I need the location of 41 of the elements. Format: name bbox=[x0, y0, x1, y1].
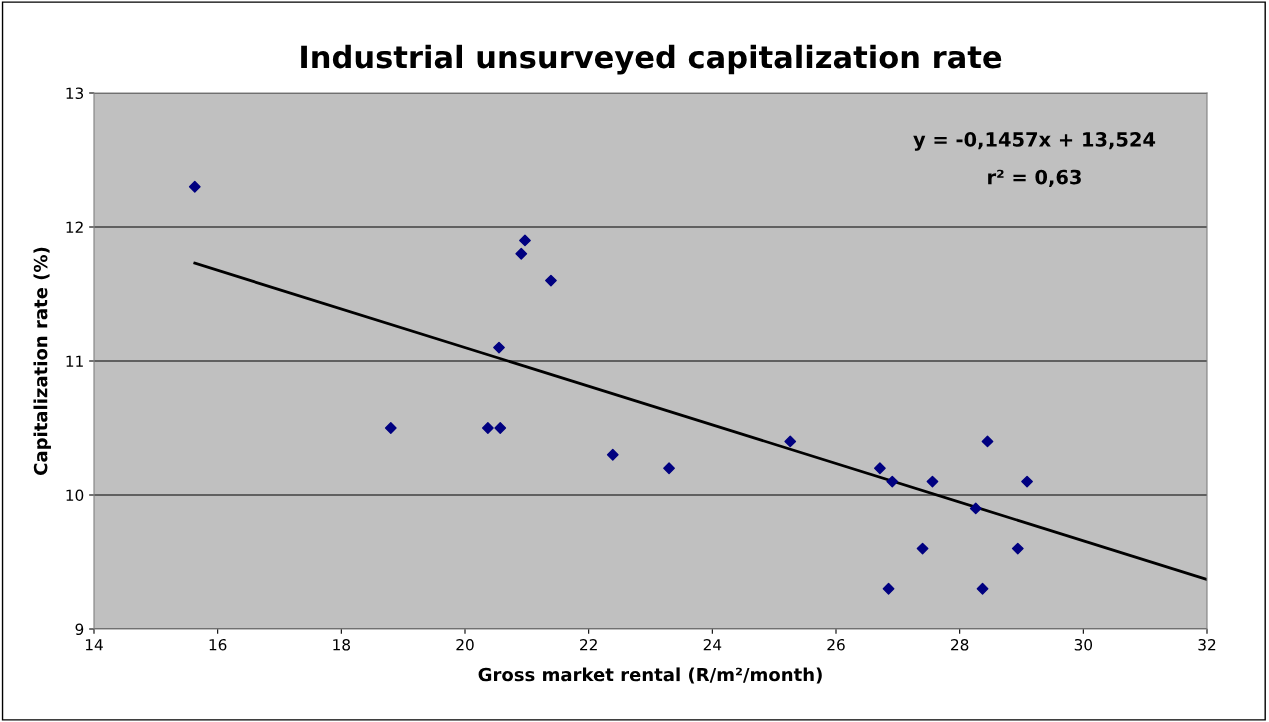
point bbox=[1011, 542, 1024, 555]
point bbox=[926, 475, 939, 488]
point bbox=[515, 247, 528, 260]
point bbox=[981, 435, 994, 448]
y-tick-label: 9 bbox=[75, 623, 84, 636]
x-tick-label: 28 bbox=[951, 638, 969, 651]
x-tick-label: 24 bbox=[703, 638, 722, 651]
x-tick-label: 26 bbox=[827, 638, 845, 651]
x-tick-label: 30 bbox=[1074, 638, 1093, 651]
point bbox=[494, 422, 507, 434]
y-tick-label: 13 bbox=[66, 87, 84, 100]
point bbox=[976, 582, 989, 595]
point bbox=[886, 475, 899, 488]
point bbox=[874, 462, 886, 475]
point bbox=[784, 435, 797, 448]
y-axis-title: Capitalization rate (%) bbox=[33, 247, 51, 475]
x-tick-label: 14 bbox=[85, 639, 103, 651]
point bbox=[663, 462, 675, 475]
point bbox=[916, 542, 929, 555]
chart-title: Industrial unsurveyed capitalization rate bbox=[301, 44, 1002, 75]
point bbox=[519, 234, 531, 247]
x-tick-label: 16 bbox=[209, 638, 227, 651]
point bbox=[384, 422, 397, 434]
x-tick-label: 20 bbox=[456, 638, 474, 651]
annotation: y = -0,1457x + 13,524 bbox=[913, 132, 1156, 151]
x-tick-label: 32 bbox=[1198, 638, 1216, 651]
point bbox=[545, 274, 557, 287]
point bbox=[188, 180, 201, 193]
point bbox=[1021, 475, 1033, 488]
point bbox=[606, 448, 619, 461]
y-tick-label: 10 bbox=[66, 489, 84, 502]
point bbox=[969, 502, 982, 515]
x-tick-label: 22 bbox=[580, 638, 597, 651]
point bbox=[882, 582, 895, 595]
point bbox=[493, 341, 505, 354]
x-axis-title: Gross market rental (R/m²/month) bbox=[478, 667, 822, 684]
x-tick-label: 18 bbox=[333, 638, 351, 651]
annotation: r² = 0,63 bbox=[988, 169, 1081, 187]
y-tick-label: 11 bbox=[66, 355, 83, 367]
y-tick-label: 12 bbox=[66, 221, 83, 233]
point bbox=[481, 422, 494, 434]
